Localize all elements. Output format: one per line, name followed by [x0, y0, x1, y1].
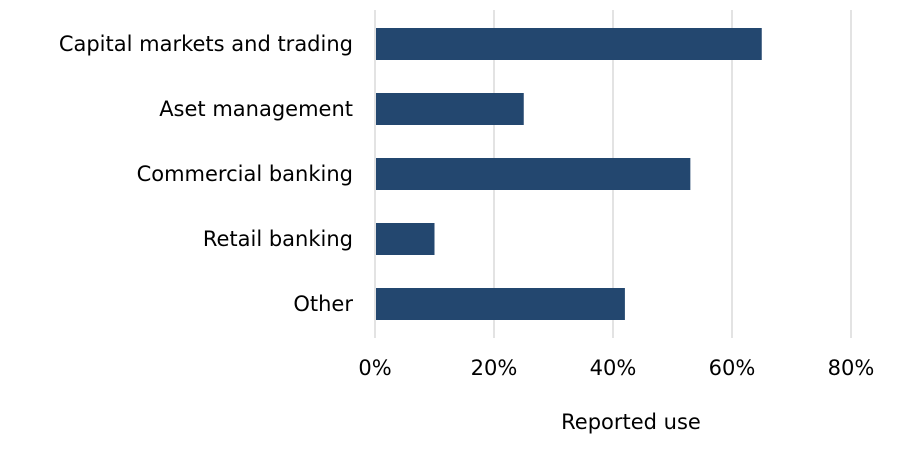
bar [376, 158, 691, 190]
x-tick-label: 80% [828, 356, 875, 380]
category-labels: Capital markets and trading Aset manageme… [59, 32, 354, 316]
bar [376, 223, 435, 255]
x-tick-label: 20% [471, 356, 518, 380]
category-label: Retail banking [203, 227, 353, 251]
x-tick-labels: 0% 20% 40% 60% 80% [358, 356, 874, 380]
bar [376, 28, 762, 60]
bar [376, 93, 524, 125]
x-axis-title: Reported use [561, 410, 701, 434]
bars [376, 28, 762, 320]
category-label: Other [293, 292, 353, 316]
x-tick-label: 40% [590, 356, 637, 380]
x-tick-label: 60% [709, 356, 756, 380]
x-tick-label: 0% [358, 356, 391, 380]
category-label: Commercial banking [137, 162, 353, 186]
category-label: Aset management [159, 97, 353, 121]
category-label: Capital markets and trading [59, 32, 353, 56]
bar [376, 288, 625, 320]
